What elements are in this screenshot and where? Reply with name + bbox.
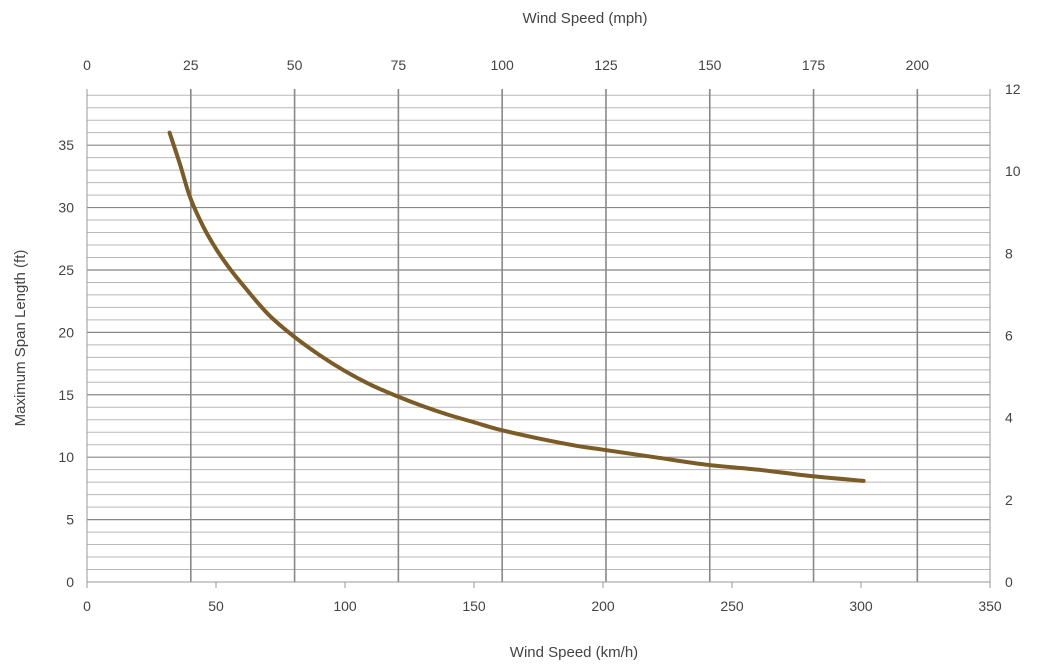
x-tick-label: 50: [208, 598, 224, 614]
y-tick-label: 15: [58, 387, 74, 403]
y-tick-label: 5: [66, 512, 74, 528]
y2-tick-label: 0: [1005, 574, 1013, 590]
x2-tick-label: 25: [183, 57, 199, 73]
series: [167, 130, 866, 483]
x2-tick-label: 150: [698, 57, 722, 73]
x-axis-title: Wind Speed (km/h): [510, 644, 638, 661]
x2-tick-label: 175: [802, 57, 826, 73]
x-tick-label: 350: [978, 598, 1002, 614]
y2-tick-label: 8: [1005, 245, 1013, 261]
series-line: [167, 130, 866, 483]
x2-tick-label: 100: [490, 57, 514, 73]
y2-tick-label: 6: [1005, 328, 1013, 344]
x-tick-label: 150: [462, 598, 486, 614]
y-tick-label: 35: [58, 137, 74, 153]
x2-tick-label: 125: [594, 57, 618, 73]
y-tick-label: 30: [58, 200, 74, 216]
x-tick-label: 0: [83, 598, 91, 614]
x2-tick-label: 200: [906, 57, 930, 73]
grid: [87, 89, 990, 582]
x2-tick-label: 50: [287, 57, 303, 73]
x2-axis-title: Wind Speed (mph): [522, 10, 647, 27]
y2-tick-label: 12: [1005, 81, 1021, 97]
x-tick-label: 300: [849, 598, 873, 614]
y-axis-title: Maximum Span Length (ft): [12, 250, 29, 427]
x2-tick-label: 0: [83, 57, 91, 73]
y2-tick-label: 10: [1005, 163, 1021, 179]
x-tick-label: 100: [333, 598, 357, 614]
y-tick-label: 20: [58, 324, 74, 340]
x-tick-label: 250: [720, 598, 744, 614]
axes: [86, 89, 991, 588]
x-tick-label: 200: [591, 598, 615, 614]
y-tick-label: 25: [58, 262, 74, 278]
y-tick-label: 0: [66, 574, 74, 590]
y-tick-label: 10: [58, 449, 74, 465]
y2-tick-label: 2: [1005, 492, 1013, 508]
x2-tick-label: 75: [391, 57, 407, 73]
y2-tick-label: 4: [1005, 410, 1013, 426]
